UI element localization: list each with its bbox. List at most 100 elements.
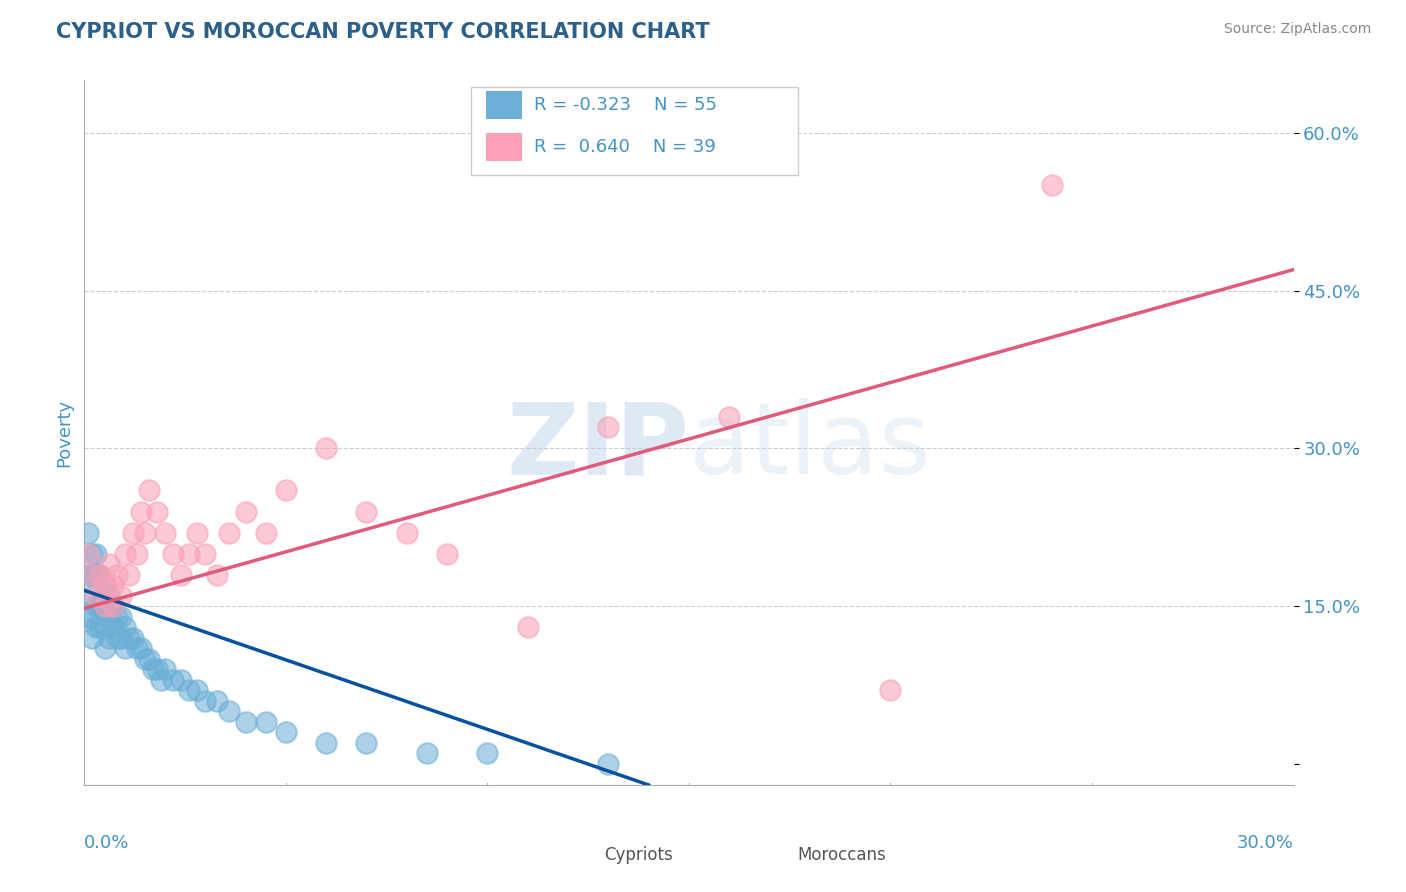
Point bbox=[121, 525, 143, 540]
Point bbox=[194, 694, 217, 708]
Point bbox=[146, 662, 169, 676]
Point bbox=[114, 641, 136, 656]
Point bbox=[82, 567, 104, 582]
Point bbox=[477, 747, 499, 761]
Point bbox=[86, 547, 108, 561]
Point bbox=[153, 662, 176, 676]
Point bbox=[93, 641, 115, 656]
Point bbox=[1040, 178, 1063, 193]
Point bbox=[77, 547, 100, 561]
Point bbox=[235, 504, 257, 518]
Text: Moroccans: Moroccans bbox=[797, 847, 887, 864]
Point bbox=[142, 662, 165, 676]
Point bbox=[110, 631, 132, 645]
Text: R =  0.640    N = 39: R = 0.640 N = 39 bbox=[534, 138, 716, 156]
Point bbox=[356, 736, 378, 750]
Point bbox=[186, 525, 208, 540]
Point bbox=[125, 641, 148, 656]
Text: 0.0%: 0.0% bbox=[84, 834, 129, 852]
Point bbox=[218, 704, 240, 718]
Point bbox=[395, 525, 418, 540]
Point bbox=[93, 620, 115, 634]
Point bbox=[86, 567, 108, 582]
Point bbox=[93, 578, 115, 592]
Point bbox=[86, 589, 108, 603]
Bar bbox=[755, 846, 789, 868]
Point bbox=[89, 567, 111, 582]
Point bbox=[129, 504, 152, 518]
Point bbox=[97, 589, 120, 603]
Point bbox=[218, 525, 240, 540]
Point bbox=[138, 652, 160, 666]
Point bbox=[315, 442, 337, 456]
Point bbox=[97, 557, 120, 571]
Bar bbox=[486, 133, 522, 161]
FancyBboxPatch shape bbox=[471, 87, 797, 176]
Text: Cypriots: Cypriots bbox=[605, 847, 673, 864]
Point bbox=[82, 547, 104, 561]
Point bbox=[718, 409, 741, 424]
Point bbox=[105, 609, 128, 624]
Point bbox=[89, 599, 111, 614]
Point bbox=[179, 547, 201, 561]
Point bbox=[89, 620, 111, 634]
Point bbox=[315, 736, 337, 750]
Point bbox=[274, 483, 297, 498]
Point bbox=[93, 578, 115, 592]
Point bbox=[125, 547, 148, 561]
Point bbox=[110, 589, 132, 603]
Point bbox=[179, 683, 201, 698]
Text: 30.0%: 30.0% bbox=[1237, 834, 1294, 852]
Point bbox=[416, 747, 439, 761]
Point bbox=[105, 567, 128, 582]
Point bbox=[77, 525, 100, 540]
Point bbox=[194, 547, 217, 561]
Text: CYPRIOT VS MOROCCAN POVERTY CORRELATION CHART: CYPRIOT VS MOROCCAN POVERTY CORRELATION … bbox=[56, 22, 710, 42]
Point bbox=[82, 567, 104, 582]
Point bbox=[105, 631, 128, 645]
Point bbox=[101, 620, 124, 634]
Point bbox=[146, 504, 169, 518]
Point bbox=[77, 567, 100, 582]
Text: ZIP: ZIP bbox=[506, 398, 689, 495]
Point bbox=[97, 609, 120, 624]
Bar bbox=[486, 91, 522, 119]
Point bbox=[170, 567, 193, 582]
Point bbox=[186, 683, 208, 698]
Point bbox=[101, 599, 124, 614]
Point bbox=[97, 631, 120, 645]
Point bbox=[162, 673, 184, 687]
Point bbox=[207, 567, 229, 582]
Point bbox=[114, 547, 136, 561]
Point bbox=[254, 525, 277, 540]
Point bbox=[121, 631, 143, 645]
Point bbox=[129, 641, 152, 656]
Point bbox=[879, 683, 901, 698]
Point bbox=[101, 599, 124, 614]
Point bbox=[149, 673, 172, 687]
Point bbox=[118, 631, 141, 645]
Point bbox=[89, 567, 111, 582]
Point bbox=[134, 652, 156, 666]
Point bbox=[118, 567, 141, 582]
Point bbox=[235, 714, 257, 729]
Point bbox=[93, 599, 115, 614]
Point bbox=[138, 483, 160, 498]
Point bbox=[82, 609, 104, 624]
Y-axis label: Poverty: Poverty bbox=[55, 399, 73, 467]
Point bbox=[82, 589, 104, 603]
Point bbox=[207, 694, 229, 708]
Text: Source: ZipAtlas.com: Source: ZipAtlas.com bbox=[1223, 22, 1371, 37]
Point bbox=[110, 609, 132, 624]
Point bbox=[86, 599, 108, 614]
Point bbox=[598, 420, 620, 434]
Point bbox=[101, 578, 124, 592]
Point bbox=[598, 756, 620, 771]
Point bbox=[77, 609, 100, 624]
Point bbox=[356, 504, 378, 518]
Point bbox=[170, 673, 193, 687]
Point bbox=[114, 620, 136, 634]
Point bbox=[274, 725, 297, 739]
Bar bbox=[562, 846, 596, 868]
Point bbox=[86, 620, 108, 634]
